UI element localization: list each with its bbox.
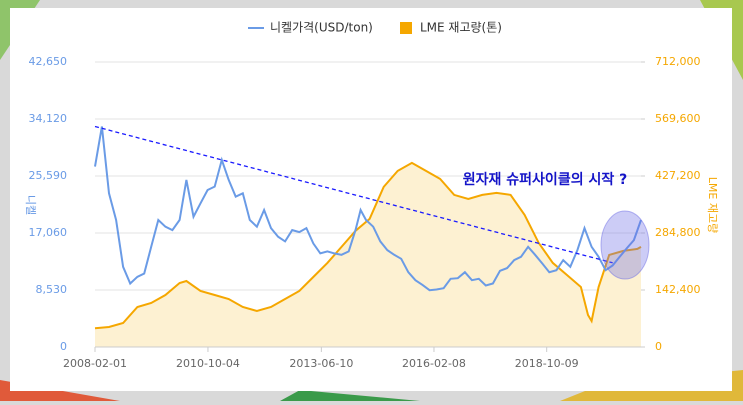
y2-tick-label: 712,000 [655, 55, 701, 68]
y2-tick-label: 0 [655, 340, 662, 353]
x-tick-label: 2018-10-09 [515, 357, 579, 370]
y-tick-label: 34,120 [29, 112, 68, 125]
decor [280, 390, 420, 401]
y-tick-label: 17,060 [29, 226, 68, 239]
legend-label: 니켈가격(USD/ton) [270, 21, 373, 35]
highlight [600, 210, 650, 280]
legend-swatch [400, 22, 412, 34]
y2-tick-label: 142,400 [655, 283, 701, 296]
y-tick-label: 0 [60, 340, 67, 353]
y-axis-title: 니켈 [24, 195, 37, 215]
y-tick-label: 8,530 [36, 283, 68, 296]
x-tick-label: 2016-02-08 [402, 357, 466, 370]
legend-label: LME 재고량(톤) [420, 21, 502, 35]
annotation: 원자재 슈퍼사이클의 시작 ? [463, 171, 627, 188]
x-tick-label: 2013-06-10 [289, 357, 353, 370]
y2-tick-label: 569,600 [655, 112, 701, 125]
y2-axis-title: LME 재고량 [706, 177, 719, 233]
trend-line [94, 125, 613, 264]
x-tick-label: 2008-02-01 [63, 357, 127, 370]
y-tick-label: 42,650 [29, 55, 68, 68]
y2-tick-label: 427,200 [655, 169, 701, 182]
series-line [94, 161, 642, 330]
series-line [94, 126, 642, 292]
x-tick-label: 2010-10-04 [176, 357, 240, 370]
y2-tick-label: 284,800 [655, 226, 701, 239]
y-tick-label: 25,590 [29, 169, 68, 182]
